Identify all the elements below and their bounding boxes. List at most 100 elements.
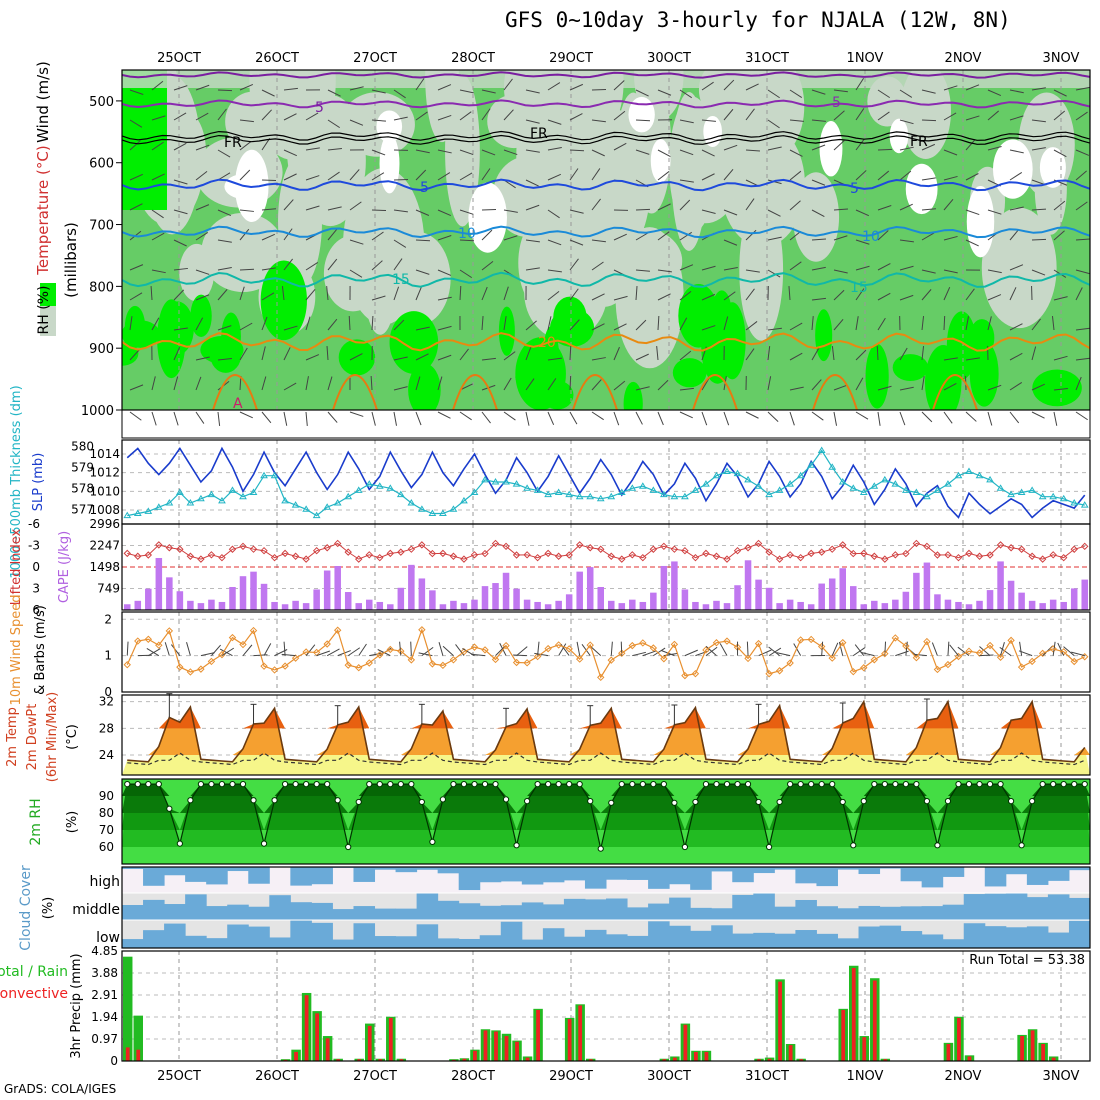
wind-barb xyxy=(410,641,412,656)
temp-tick: 28 xyxy=(99,721,114,735)
wind-barb xyxy=(987,269,1002,274)
wind-barb xyxy=(591,198,601,211)
cape-axis-label: CAPE (J/kg) xyxy=(57,531,72,603)
lifted-index-point xyxy=(681,546,689,555)
wind-barb xyxy=(635,89,649,97)
wind-barb xyxy=(437,269,452,276)
contour-label: 20 xyxy=(538,335,556,351)
wind-barb xyxy=(679,411,693,419)
cape-bar xyxy=(965,604,973,610)
cloud-bar xyxy=(269,895,291,920)
wind-speed-point xyxy=(712,639,721,647)
wind-barb xyxy=(283,149,298,157)
wind-barb xyxy=(1031,346,1037,361)
wind-barb xyxy=(525,119,540,124)
wind-barb xyxy=(327,119,341,129)
cape-tick: 1498 xyxy=(89,560,120,574)
pressure-cross-section-panel: 5 5 FR FR FR 5 5 10 10 15 15 20 A xyxy=(122,70,1090,410)
cloud-level-label: middle xyxy=(72,902,120,918)
precip-tick: 4.85 xyxy=(91,944,118,958)
wind-barb xyxy=(459,172,473,181)
wind-barb xyxy=(481,316,484,331)
wind-barb xyxy=(793,643,802,656)
wind-barb xyxy=(217,108,227,121)
rh-point xyxy=(797,781,804,788)
cape-tick: 2996 xyxy=(89,517,120,531)
wind-speed-point xyxy=(470,643,479,651)
wind-barb xyxy=(723,291,736,301)
lifted-index-point xyxy=(155,541,163,549)
cape-bar xyxy=(1007,580,1015,610)
wind-barb xyxy=(525,89,540,94)
wind-barb xyxy=(899,386,914,391)
cloud-bar xyxy=(500,921,523,948)
cloud-axis-label: (%) xyxy=(41,897,56,920)
contour-label: 10 xyxy=(862,229,880,245)
wind-barb xyxy=(195,204,210,211)
x-tick-label-bottom: 27OCT xyxy=(353,1069,397,1084)
wind-speed-point xyxy=(575,655,584,663)
precip-legend-total: Total / Rain xyxy=(0,964,68,980)
wind-barb xyxy=(1031,119,1046,123)
wind-barb xyxy=(459,209,474,215)
rh-point xyxy=(576,781,583,788)
wind-barb xyxy=(723,239,738,246)
wind-barb xyxy=(767,209,781,217)
wind-speed-point xyxy=(228,633,237,642)
rh-point xyxy=(523,798,531,805)
cloud-bar xyxy=(437,867,460,874)
wind-barb xyxy=(1071,651,1085,657)
wind-speed-point xyxy=(218,650,226,659)
wind-barb xyxy=(635,119,651,122)
cloud-bar xyxy=(458,903,481,920)
wind-barb xyxy=(613,380,626,391)
slp-tick: 1012 xyxy=(89,466,120,480)
rh-point xyxy=(902,781,909,788)
thickness-point xyxy=(944,480,952,487)
wind-barb xyxy=(943,235,958,241)
wind-barb xyxy=(965,115,980,121)
wind-barb xyxy=(393,356,408,361)
cloud-bar xyxy=(921,934,944,948)
cape-tick: 749 xyxy=(97,582,120,596)
rh-point xyxy=(713,781,720,788)
cloud-bar xyxy=(563,867,586,881)
wind-barb xyxy=(471,653,486,657)
wind-barb xyxy=(811,238,827,241)
cloud-bar xyxy=(1005,927,1028,948)
wind-barb xyxy=(656,346,659,361)
wind-barb xyxy=(811,316,814,331)
precip-convective-bar xyxy=(883,1059,888,1061)
wind-barb xyxy=(1075,327,1090,331)
rh-point xyxy=(566,781,573,788)
thickness-point xyxy=(439,509,447,516)
wind-speed-point xyxy=(660,655,668,663)
temp-contour xyxy=(212,374,258,410)
wind-speed-point xyxy=(260,662,268,670)
rh-point xyxy=(124,781,131,788)
wind-barb xyxy=(811,411,824,421)
moist-patch xyxy=(865,343,889,409)
wind-barb xyxy=(979,654,994,657)
wind-barb xyxy=(965,139,976,151)
thickness-point xyxy=(218,496,226,504)
wind-barb xyxy=(811,119,826,122)
lifted-index-point xyxy=(902,549,910,558)
wind-barb xyxy=(173,346,181,361)
cloud-bar xyxy=(542,867,565,883)
cloud-bar xyxy=(479,867,502,883)
cloud-bar xyxy=(984,893,1007,920)
rh-point xyxy=(818,781,825,788)
wind-barb xyxy=(1075,149,1090,156)
rh-point xyxy=(597,845,604,852)
wind-barb xyxy=(811,209,825,218)
wind-barb xyxy=(854,644,865,656)
wind-barb xyxy=(503,411,516,421)
wind-barb xyxy=(1075,201,1088,211)
wind-barb xyxy=(701,325,716,331)
wind-speed-point xyxy=(881,649,889,658)
x-tick-label-top: 28OCT xyxy=(451,51,495,66)
wind-barb xyxy=(921,119,937,122)
wind-barb xyxy=(281,653,296,657)
wind-barb xyxy=(455,644,465,656)
